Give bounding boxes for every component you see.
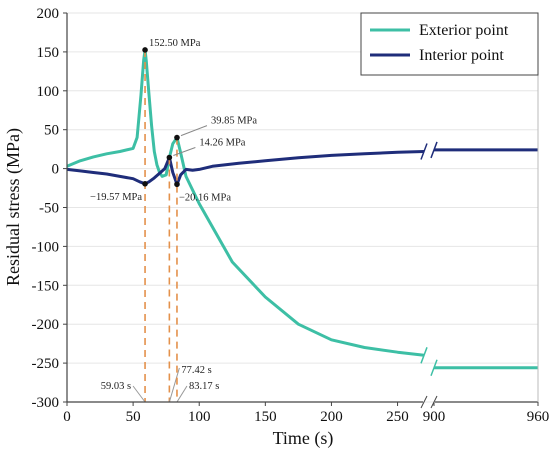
annotation-label: 14.26 MPa <box>199 138 245 149</box>
legend-label: Exterior point <box>419 22 509 39</box>
y-tick-label: -300 <box>32 395 60 411</box>
y-tick-label: 150 <box>37 45 60 61</box>
axis-break-mark <box>420 395 428 409</box>
annotation-leader <box>180 125 208 137</box>
annotation-point <box>142 47 148 53</box>
marker-lines: 59.03 s 77.42 s 83.17 s <box>101 49 219 403</box>
x-tick-label: 50 <box>126 409 141 425</box>
y-axis-label: Residual stress (MPa) <box>3 128 24 286</box>
legend-label: Interior point <box>419 47 504 64</box>
x-tick-label: 100 <box>188 409 211 425</box>
time-marker-leader <box>168 367 180 403</box>
annotation-leader <box>173 147 196 156</box>
series-layer <box>66 48 538 377</box>
x-tick-label: 900 <box>423 409 446 425</box>
annotation-label: −19.57 MPa <box>90 192 142 203</box>
series-break-mark <box>420 143 428 160</box>
legend-box <box>360 12 539 76</box>
y-tick-label: 50 <box>44 123 59 139</box>
x-tick-label: 250 <box>386 409 409 425</box>
y-tick-label: -250 <box>32 356 60 372</box>
y-tick-label: -50 <box>39 201 59 217</box>
series-break-mark <box>430 141 438 159</box>
y-tick-label: 100 <box>37 84 60 100</box>
series-line-interior-point <box>66 150 425 186</box>
x-tick-label: 150 <box>254 409 277 425</box>
x-tick-label: 960 <box>527 409 550 425</box>
annotation-point <box>166 154 173 161</box>
series-break-mark <box>420 347 428 364</box>
y-tick-label: 200 <box>37 6 60 22</box>
axis-break-mark <box>430 395 438 409</box>
series-break-mark <box>430 359 438 377</box>
annotation-points: 152.50 MPa 39.85 MPa 14.26 MPa −19.57 MPa −2… <box>90 38 257 203</box>
legend: Exterior point Interior point <box>360 12 539 76</box>
annotation-label: 152.50 MPa <box>149 38 201 49</box>
y-tick-label: -100 <box>32 239 60 255</box>
y-tick-label: -200 <box>32 317 60 333</box>
y-tick-label: 0 <box>52 162 60 178</box>
time-marker-leader <box>176 385 188 403</box>
time-marker-label: 83.17 s <box>189 381 219 392</box>
annotation-label: 39.85 MPa <box>211 116 257 127</box>
annotation-point <box>174 134 180 141</box>
annotation-label: −20.16 MPa <box>179 192 231 203</box>
time-marker-label: 77.42 s <box>181 365 211 376</box>
y-tick-label: -150 <box>32 278 60 294</box>
annotation-point <box>174 181 180 188</box>
x-tick-label: 200 <box>320 409 343 425</box>
x-axis-label: Time (s) <box>273 428 334 449</box>
time-marker-leader <box>132 385 146 403</box>
x-tick-label: 0 <box>63 409 71 425</box>
annotation-point <box>142 181 148 187</box>
time-marker-label: 59.03 s <box>101 381 131 392</box>
